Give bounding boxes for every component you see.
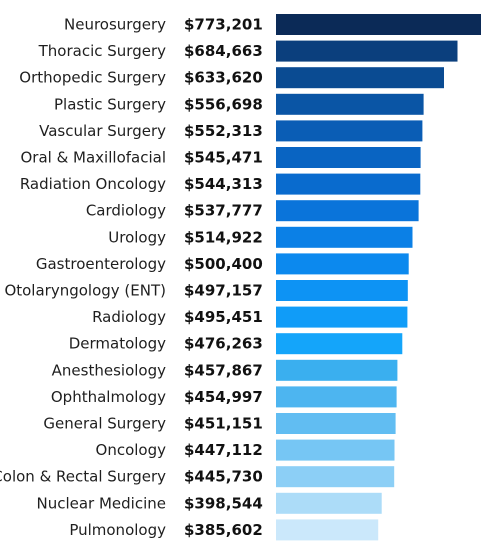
value-label: $556,698: [184, 95, 263, 113]
value-labels: $773,201 $684,663 $633,620 $556,698 $552,313…: [184, 16, 263, 539]
bar: [276, 333, 403, 355]
category-label: Neurosurgery: [64, 16, 166, 34]
value-label: $454,997: [184, 388, 263, 406]
value-label: $500,400: [184, 255, 263, 273]
bar: [276, 306, 408, 328]
value-label: $537,777: [184, 202, 263, 220]
category-label: Pulmonology: [69, 521, 166, 539]
bar: [276, 492, 382, 514]
category-label: Ophthalmology: [51, 388, 166, 406]
bar: [276, 173, 421, 195]
category-label: Oncology: [96, 441, 167, 459]
bar: [276, 466, 395, 488]
category-label: Thoracic Surgery: [38, 42, 166, 60]
category-label: Radiation Oncology: [20, 175, 166, 193]
bars: [276, 14, 481, 541]
category-label: Gastroenterology: [36, 255, 166, 273]
category-label: Otolaryngology (ENT): [4, 282, 166, 300]
value-label: $544,313: [184, 175, 263, 193]
value-label: $773,201: [184, 16, 263, 34]
bar: [276, 386, 397, 408]
value-label: $633,620: [184, 69, 263, 87]
bar: [276, 40, 458, 62]
category-label: Plastic Surgery: [54, 95, 166, 113]
category-label: Vascular Surgery: [39, 122, 166, 140]
value-label: $447,112: [184, 441, 263, 459]
bar: [276, 253, 409, 275]
value-label: $445,730: [184, 468, 263, 486]
bar: [276, 226, 413, 248]
bar: [276, 280, 408, 301]
value-label: $552,313: [184, 122, 263, 140]
category-label: Radiology: [92, 308, 166, 326]
bar: [276, 439, 395, 461]
category-label: Dermatology: [69, 335, 166, 353]
value-label: $684,663: [184, 42, 263, 60]
bar: [276, 200, 419, 222]
category-labels: Neurosurgery Thoracic Surgery Orthopedic S…: [0, 16, 166, 539]
value-label: $514,922: [184, 228, 263, 246]
category-label: Nuclear Medicine: [36, 494, 166, 512]
value-label: $451,151: [184, 415, 263, 433]
value-label: $398,544: [184, 494, 263, 512]
category-label: Colon & Rectal Surgery: [0, 468, 166, 486]
bar: [276, 14, 481, 35]
bar: [276, 413, 396, 434]
bar: [276, 519, 379, 541]
bar: [276, 359, 398, 381]
value-label: $457,867: [184, 361, 263, 379]
bar: [276, 93, 424, 115]
category-label: Orthopedic Surgery: [19, 69, 166, 87]
category-label: Anesthesiology: [52, 361, 166, 379]
bar: [276, 67, 444, 89]
value-label: $497,157: [184, 282, 263, 300]
category-label: General Surgery: [43, 415, 166, 433]
value-label: $545,471: [184, 149, 263, 167]
bar: [276, 147, 421, 168]
category-label: Oral & Maxillofacial: [20, 149, 166, 167]
value-label: $476,263: [184, 335, 263, 353]
value-label: $385,602: [184, 521, 263, 539]
category-label: Cardiology: [86, 202, 166, 220]
category-label: Urology: [108, 228, 166, 246]
bar: [276, 120, 423, 142]
value-label: $495,451: [184, 308, 263, 326]
